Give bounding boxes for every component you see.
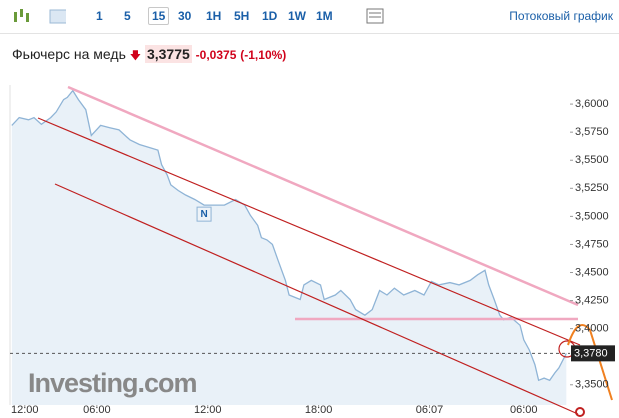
x-tick-label: 12:00 [11, 404, 39, 416]
y-tick-label: 3,5500 [575, 154, 609, 166]
y-tick-label: 3,5250 [575, 182, 609, 194]
x-tick-label: 12:00 [194, 404, 222, 416]
interval-button[interactable]: 15 [148, 7, 170, 25]
interval-button[interactable]: 30 [178, 9, 192, 23]
interval-button[interactable]: 1 [96, 9, 103, 23]
x-tick-label: 06:00 [83, 404, 111, 416]
y-tick-label: 3,4000 [575, 323, 609, 335]
watermark: Investing.com [28, 368, 198, 398]
toolbar: 1 5 15 30 1H 5H 1D 1W 1M Потоковый график [0, 0, 619, 34]
y-tick-label: 3,4250 [575, 294, 609, 306]
y-tick-label: 3,4500 [575, 266, 609, 278]
last-price-label: 3,3780 [574, 347, 608, 359]
y-tick-label: 3,5000 [575, 210, 609, 222]
last-price-box [571, 345, 615, 362]
y-tick-label: 3,5750 [575, 126, 609, 138]
x-tick-label: 06:00 [510, 404, 538, 416]
price-line [11, 89, 567, 382]
settings-icon[interactable] [364, 0, 386, 32]
price: 3,3775 [144, 45, 192, 63]
quote-header: Фьючерс на медь 🡇 3,3775 -0,0375 (-1,10%… [12, 45, 287, 66]
interval-button[interactable]: 5 [124, 9, 131, 23]
event-marker: N [200, 209, 207, 220]
x-tick-label: 06.07 [416, 404, 444, 416]
event-marker-box [196, 206, 212, 222]
down-arrow: 🡇 [129, 50, 142, 62]
circle-mark [575, 407, 585, 417]
trendline [67, 85, 579, 307]
trendline [54, 183, 579, 415]
trendline [37, 117, 581, 346]
interval-button[interactable]: 1H [206, 9, 222, 23]
instrument-title: Фьючерс на медь [12, 46, 126, 62]
x-tick-label: 18:00 [305, 404, 333, 416]
interval-button[interactable]: 1M [316, 9, 333, 23]
interval-button[interactable]: 1W [288, 9, 306, 23]
projection [567, 324, 613, 401]
area-fill [11, 90, 567, 405]
interval-button[interactable]: 1D [262, 9, 278, 23]
chart-type-icons [14, 9, 66, 24]
stream-link[interactable]: Потоковый график [509, 9, 613, 23]
y-tick-label: 3,4750 [575, 238, 609, 250]
change: -0,0375 [195, 48, 237, 62]
change-pct: (-1,10%) [240, 48, 287, 62]
y-tick-label: 3,3500 [575, 379, 609, 391]
interval-button[interactable]: 5H [234, 9, 250, 23]
y-tick-label: 3,6000 [575, 98, 609, 110]
